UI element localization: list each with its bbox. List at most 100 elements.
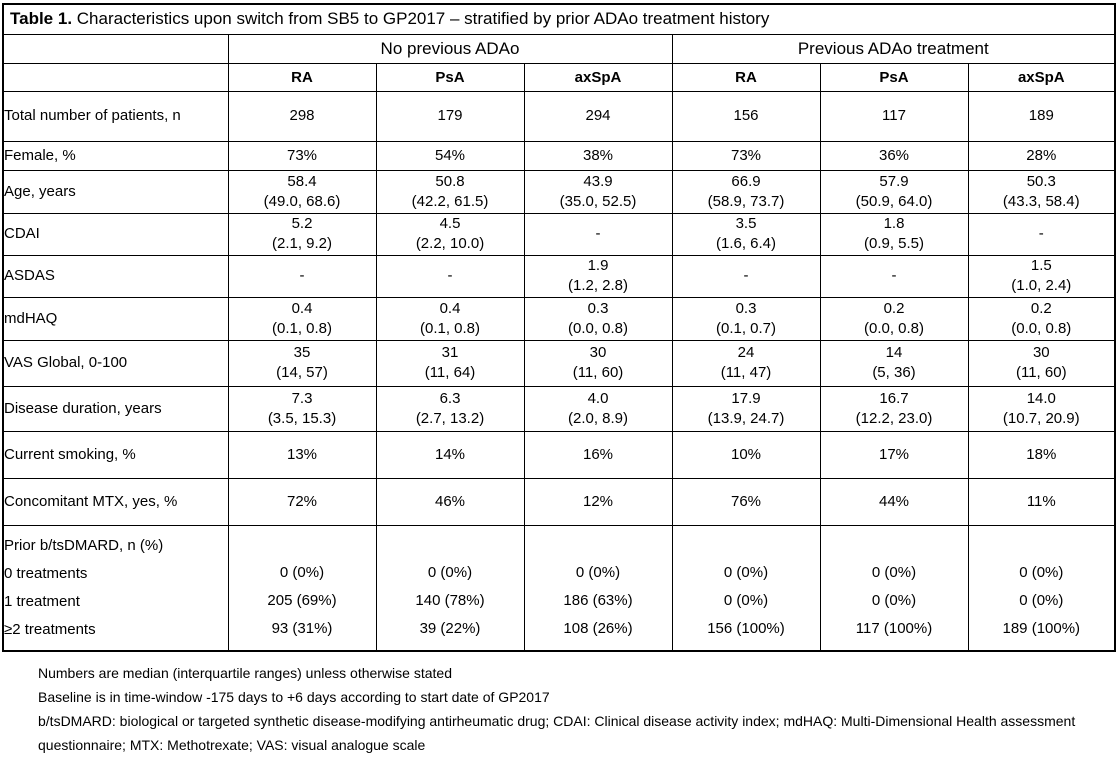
column-header-ra-2: RA [671,62,821,92]
row-label: Age, years [2,169,229,214]
data-cell: 73% [671,140,821,171]
data-cell: 17% [819,430,969,479]
data-cell: 13% [227,430,377,479]
column-header-row: RA PsA axSpA RA PsA axSpA [2,62,1116,92]
data-cell: 28% [967,140,1116,171]
data-cell: 11% [967,477,1116,526]
data-cell: 30 (11, 60) [967,339,1116,387]
data-cell: 0 (0%) 140 (78%) 39 (22%) [375,524,525,652]
data-cell: 0.4 (0.1, 0.8) [375,296,525,341]
table-title-text: Characteristics upon switch from SB5 to … [72,9,770,29]
table-row-prior-btsdmard: Prior b/tsDMARD, n (%) 0 treatments 1 tr… [2,524,1116,652]
table-title-row: Table 1. Characteristics upon switch fro… [2,3,1116,35]
data-cell: 30 (11, 60) [523,339,673,387]
data-cell: 0.3 (0.1, 0.7) [671,296,821,341]
data-cell: 24 (11, 47) [671,339,821,387]
data-cell: 7.3 (3.5, 15.3) [227,385,377,432]
row-label: Prior b/tsDMARD, n (%) 0 treatments 1 tr… [2,524,229,652]
data-cell: 16% [523,430,673,479]
data-cell: 46% [375,477,525,526]
data-cell: 4.5 (2.2, 10.0) [375,212,525,256]
table-title: Table 1. Characteristics upon switch fro… [2,3,1116,35]
data-cell: 0.3 (0.0, 0.8) [523,296,673,341]
data-cell: 76% [671,477,821,526]
column-header-psa-2: PsA [819,62,969,92]
characteristics-table: Table 1. Characteristics upon switch fro… [2,3,1117,652]
data-cell: 57.9 (50.9, 64.0) [819,169,969,214]
empty-corner-cell [2,33,229,64]
data-cell: 0.2 (0.0, 0.8) [819,296,969,341]
table-row-concomitant-mtx: Concomitant MTX, yes, % 72% 46% 12% 76% … [2,477,1116,526]
data-cell: 3.5 (1.6, 6.4) [671,212,821,256]
data-cell: 14 (5, 36) [819,339,969,387]
data-cell: 1.5 (1.0, 2.4) [967,254,1116,298]
data-cell: 0 (0%) 0 (0%) 156 (100%) [671,524,821,652]
row-label: Total number of patients, n [2,90,229,142]
row-label: Female, % [2,140,229,171]
column-header-psa-1: PsA [375,62,525,92]
row-label: Disease duration, years [2,385,229,432]
data-cell: 0 (0%) 205 (69%) 93 (31%) [227,524,377,652]
group-header-no-previous-adao: No previous ADAo [227,33,673,64]
data-cell: 66.9 (58.9, 73.7) [671,169,821,214]
table-row-total-patients: Total number of patients, n 298 179 294 … [2,90,1116,142]
row-label: Current smoking, % [2,430,229,479]
group-header-previous-adao: Previous ADAo treatment [671,33,1116,64]
data-cell: 6.3 (2.7, 13.2) [375,385,525,432]
data-cell: 73% [227,140,377,171]
data-cell: - [375,254,525,298]
table-row-female: Female, % 73% 54% 38% 73% 36% 28% [2,140,1116,171]
table-row-current-smoking: Current smoking, % 13% 14% 16% 10% 17% 1… [2,430,1116,479]
data-cell: 14.0 (10.7, 20.9) [967,385,1116,432]
data-cell: 38% [523,140,673,171]
table-row-mdhaq: mdHAQ 0.4 (0.1, 0.8) 0.4 (0.1, 0.8) 0.3 … [2,296,1116,341]
data-cell: 0.2 (0.0, 0.8) [967,296,1116,341]
table-row-vas-global: VAS Global, 0-100 35 (14, 57) 31 (11, 64… [2,339,1116,387]
data-cell: 1.8 (0.9, 5.5) [819,212,969,256]
data-cell: 117 [819,90,969,142]
table-row-cdai: CDAI 5.2 (2.1, 9.2) 4.5 (2.2, 10.0) - 3.… [2,212,1116,256]
data-cell: 58.4 (49.0, 68.6) [227,169,377,214]
data-cell: - [967,212,1116,256]
data-cell: 4.0 (2.0, 8.9) [523,385,673,432]
table-row-disease-duration: Disease duration, years 7.3 (3.5, 15.3) … [2,385,1116,432]
data-cell: 12% [523,477,673,526]
data-cell: - [819,254,969,298]
column-header-axspa-1: axSpA [523,62,673,92]
data-cell: 10% [671,430,821,479]
row-label: VAS Global, 0-100 [2,339,229,387]
data-cell: 54% [375,140,525,171]
column-header-axspa-2: axSpA [967,62,1116,92]
row-label: mdHAQ [2,296,229,341]
data-cell: 72% [227,477,377,526]
data-cell: 31 (11, 64) [375,339,525,387]
data-cell: 50.8 (42.2, 61.5) [375,169,525,214]
data-cell: 5.2 (2.1, 9.2) [227,212,377,256]
row-label: CDAI [2,212,229,256]
data-cell: 44% [819,477,969,526]
data-cell: - [671,254,821,298]
data-cell: 0 (0%) 186 (63%) 108 (26%) [523,524,673,652]
table-row-asdas: ASDAS - - 1.9 (1.2, 2.8) - - 1.5 (1.0, 2… [2,254,1116,298]
data-cell: 0 (0%) 0 (0%) 117 (100%) [819,524,969,652]
data-cell: 43.9 (35.0, 52.5) [523,169,673,214]
data-cell: 189 [967,90,1116,142]
group-header-row: No previous ADAo Previous ADAo treatment [2,33,1116,64]
data-cell: 179 [375,90,525,142]
data-cell: 16.7 (12.2, 23.0) [819,385,969,432]
data-cell: 156 [671,90,821,142]
row-label: ASDAS [2,254,229,298]
data-cell: - [523,212,673,256]
data-cell: 14% [375,430,525,479]
data-cell: 17.9 (13.9, 24.7) [671,385,821,432]
table-row-age: Age, years 58.4 (49.0, 68.6) 50.8 (42.2,… [2,169,1116,214]
column-header-ra-1: RA [227,62,377,92]
footnote-median-note: Numbers are median (interquartile ranges… [38,665,452,681]
data-cell: 0.4 (0.1, 0.8) [227,296,377,341]
table-footnotes: Numbers are median (interquartile ranges… [38,661,1114,757]
row-label: Concomitant MTX, yes, % [2,477,229,526]
data-cell: 36% [819,140,969,171]
data-cell: 18% [967,430,1116,479]
data-cell: - [227,254,377,298]
data-cell: 298 [227,90,377,142]
